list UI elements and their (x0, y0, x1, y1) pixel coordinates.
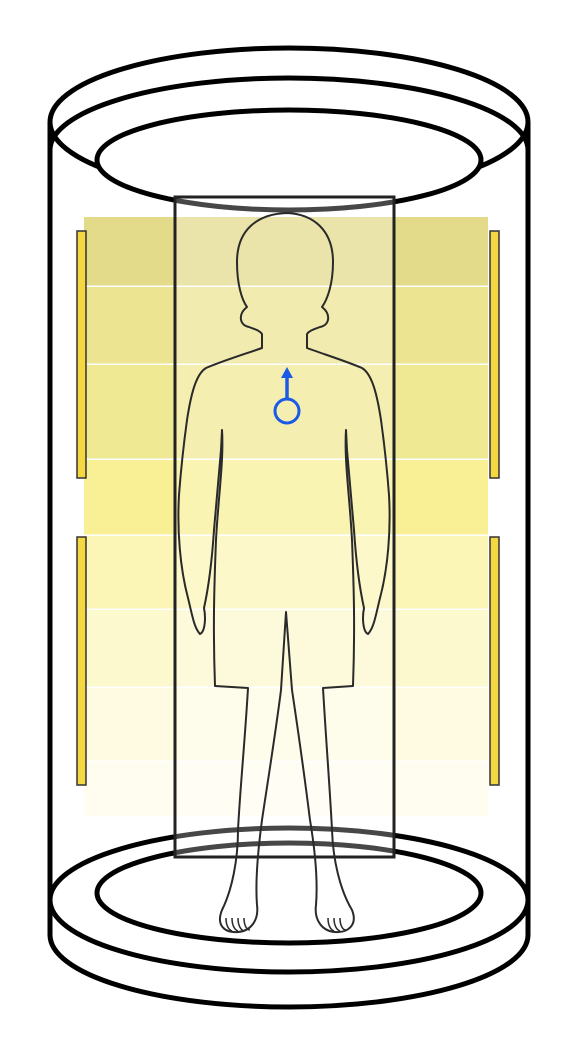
field-band-4 (84, 460, 488, 536)
cylinder-outer-shell (47, 122, 531, 935)
field-band-5 (84, 536, 488, 610)
human-body-outline (177, 212, 391, 934)
field-band-1 (84, 217, 488, 287)
field-band-7 (84, 688, 488, 762)
coil-panel-left-upper (76, 230, 87, 479)
coil-panel-left-lower (76, 536, 87, 786)
cylinder-bottom-rim (47, 934, 531, 1010)
patient-board (173, 195, 396, 859)
field-band-8 (84, 762, 488, 816)
coil-panel-right-upper (489, 230, 500, 479)
cylinder-top-bore (94, 107, 484, 213)
cylinder-top-inner-edge (47, 75, 531, 151)
toe-details (225, 917, 347, 932)
field-gradient-bands (84, 217, 488, 816)
coil-panel-right-lower (489, 536, 500, 786)
cylinder-bottom-bore (94, 840, 484, 946)
upward-arrow-with-circle-icon (273, 367, 301, 425)
field-band-2 (84, 287, 488, 365)
